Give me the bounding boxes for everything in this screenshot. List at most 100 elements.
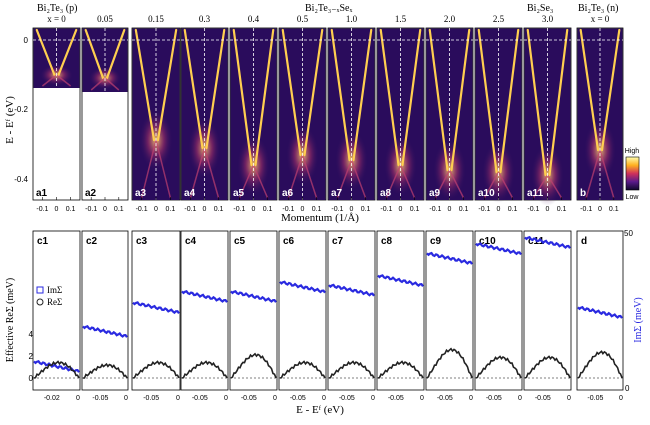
selfenergy-xtick-label: 0 <box>322 395 326 402</box>
selfenergy-panel-c11: c11-0.05 0 <box>523 230 572 402</box>
surface-state-branch-left <box>579 28 600 152</box>
selfenergy-xtick-label: 0 <box>619 395 623 402</box>
x-value-0: x = 0 <box>47 14 66 24</box>
x-value-2: 0.15 <box>148 14 164 24</box>
arpes-xtick-label: 0 <box>350 206 354 213</box>
arpes-panel-a3: a3 -0.1 0 0.1 <box>131 27 181 213</box>
x-value-1: 0.05 <box>97 14 113 24</box>
selfenergy-panel-label: c3 <box>136 236 148 247</box>
re-sigma-curve <box>377 360 424 379</box>
arpes-xtick-label: 0.1 <box>312 206 322 213</box>
arpes-panel-label: a9 <box>429 188 441 199</box>
bottom-ytick-2: 2 <box>29 352 34 361</box>
arpes-xtick-label: 0 <box>301 206 305 213</box>
selfenergy-panel-c5: c5 -0.05 0 <box>229 230 278 402</box>
re-sigma-curve <box>132 360 180 379</box>
arpes-panel-a5: a5 -0.1 0 0.1 <box>229 27 278 213</box>
x-value-labels: x = 0 0.05 0.15 0.3 0.4 0.5 1.0 1.5 2.0 2.5 3.0 x =… <box>47 14 610 24</box>
arpes-panel-label: a1 <box>36 188 48 199</box>
arpes-xtick-label: 0.1 <box>114 206 124 213</box>
surface-state-branch-right <box>254 28 275 167</box>
header-bi2se3: Bi₂Se₃ <box>527 3 553 14</box>
im-sigma-curve <box>82 325 128 338</box>
selfenergy-frame <box>180 230 229 391</box>
re-sigma-curve <box>83 362 128 379</box>
selfenergy-xtick-label: -0.05 <box>143 395 159 402</box>
arpes-panel-a7: a7 -0.1 0 0.1 <box>327 27 376 213</box>
selfenergy-panel-label: c4 <box>185 236 197 247</box>
bottom-right-ytick-0: 0 <box>625 384 630 393</box>
arpes-xtick-label: 0 <box>252 206 256 213</box>
arpes-xtick-label: 0 <box>448 206 452 213</box>
selfenergy-xtick-label: -0.05 <box>92 395 108 402</box>
bottom-x-axis-label: E - Eᶠ (eV) <box>296 404 344 416</box>
arpes-xtick-label: -0.1 <box>527 206 539 213</box>
selfenergy-frame <box>229 230 278 391</box>
legend-im-label: ImΣ <box>47 285 62 295</box>
selfenergy-frame <box>81 230 129 391</box>
top-ytick-0: 0 <box>24 36 29 45</box>
selfenergy-panel-c1: c1 -0.02 0 <box>32 230 81 402</box>
surface-state-branch-left <box>183 28 204 150</box>
surface-state-branch-left <box>477 28 498 174</box>
arpes-panel-a8: a8 -0.1 0 0.1 <box>376 27 425 213</box>
arpes-xtick-label: 0.1 <box>263 206 273 213</box>
arpes-panel-label: a8 <box>380 188 392 199</box>
re-sigma-curve <box>475 355 522 379</box>
arpes-panel-a6: a6 -0.1 0 0.1 <box>278 27 327 213</box>
surface-state-branch-right <box>548 28 569 177</box>
re-sigma-curve <box>230 352 277 379</box>
selfenergy-xtick-label: -0.05 <box>388 395 404 402</box>
selfenergy-panel-c6: c6 -0.05 0 <box>278 230 327 402</box>
colorbar-high-label: High <box>625 148 640 155</box>
im-sigma-curve <box>377 274 424 288</box>
selfenergy-xtick-label: 0 <box>518 395 522 402</box>
surface-state-branch-left <box>379 28 400 167</box>
arpes-panel-label: a3 <box>135 188 147 199</box>
surface-state-branch-left <box>330 28 351 162</box>
im-sigma-curve <box>475 242 522 256</box>
arpes-panel-a9: a9 -0.1 0 0.1 <box>425 27 474 213</box>
re-sigma-curve <box>426 347 473 379</box>
arpes-xtick-label: 0.1 <box>508 206 518 213</box>
arpes-panel-a2: a2 -0.1 0 0.1 <box>81 27 129 213</box>
surface-state-branch-left <box>35 28 56 77</box>
arpes-xtick-label: -0.1 <box>580 206 592 213</box>
selfenergy-xtick-label: 0 <box>469 395 473 402</box>
x-value-4: 0.4 <box>248 14 260 24</box>
arpes-xtick-label: 0.1 <box>361 206 371 213</box>
lower-cone <box>483 171 514 199</box>
arpes-panel-a4: a4 -0.1 0 0.1 <box>180 27 229 213</box>
lower-cone <box>336 159 367 199</box>
surface-state-branch-right <box>450 28 471 172</box>
colorbar <box>625 156 640 191</box>
surface-state-branch-left <box>84 28 105 80</box>
im-sigma-curve <box>181 290 228 303</box>
x-value-7: 1.5 <box>395 14 407 24</box>
arpes-xtick-label: 0 <box>497 206 501 213</box>
selfenergy-xtick-label: -0.05 <box>437 395 453 402</box>
selfenergy-xtick-label: 0 <box>224 395 228 402</box>
arpes-panel-label: a7 <box>331 188 343 199</box>
top-ytick-m04: -0.4 <box>14 175 28 184</box>
legend-re-marker <box>36 298 44 306</box>
arpes-panel-a11: a11 -0.1 0 0.1 <box>523 27 572 213</box>
surface-state-branch-right <box>401 28 422 167</box>
surface-state-branch-left <box>428 28 449 172</box>
selfenergy-frame <box>523 230 572 391</box>
x-value-6: 1.0 <box>346 14 358 24</box>
arpes-panel-label: a2 <box>85 188 97 199</box>
arpes-xtick-label: 0.1 <box>166 206 176 213</box>
bottom-ytick-0: 0 <box>29 374 34 383</box>
selfenergy-frame <box>327 230 376 391</box>
selfenergy-xtick-label: -0.05 <box>290 395 306 402</box>
im-sigma-curve <box>279 280 326 294</box>
arpes-xtick-label: 0 <box>154 206 158 213</box>
lower-cone <box>532 174 563 199</box>
surface-state-branch-right <box>600 28 621 152</box>
re-sigma-curve <box>33 360 80 379</box>
lower-cone <box>238 164 269 199</box>
arpes-xtick-label: 0.1 <box>66 206 76 213</box>
arpes-xtick-label: 0 <box>399 206 403 213</box>
